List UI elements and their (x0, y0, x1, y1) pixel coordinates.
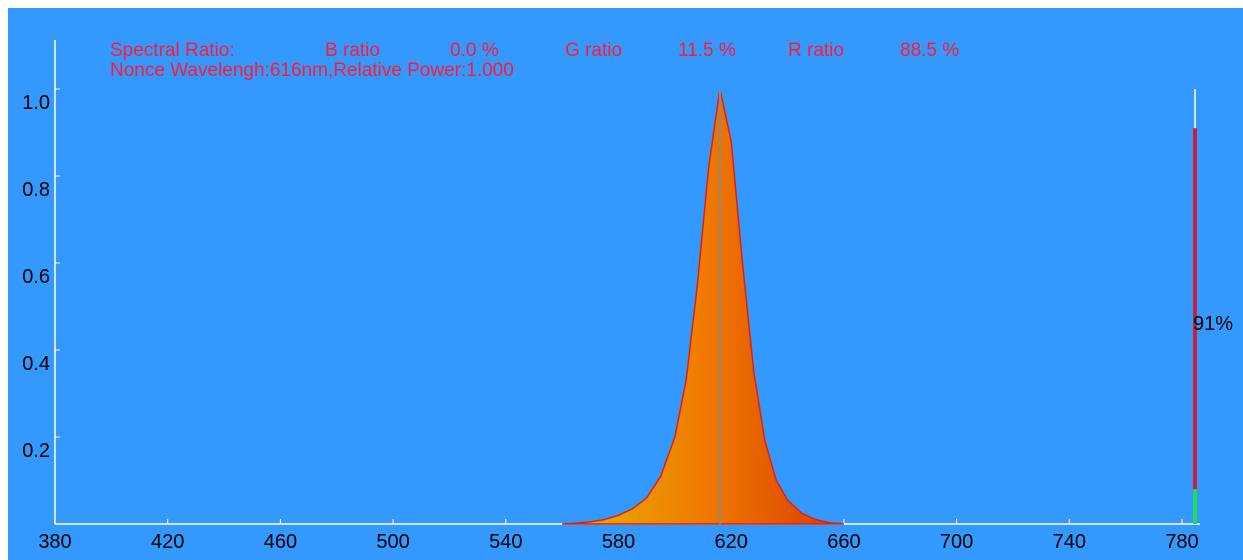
ratio-title: Spectral Ratio: (110, 40, 235, 61)
ratio-value: 88.5 % (900, 40, 959, 61)
x-tick-label: 420 (151, 531, 184, 553)
x-tick-label: 780 (1165, 531, 1198, 553)
x-tick-label: 580 (602, 531, 635, 553)
y-tick-label: 0.4 (22, 353, 50, 375)
gauge-label: 91% (1193, 313, 1233, 335)
ratio-name: R ratio (788, 40, 844, 61)
x-tick-label: 460 (264, 531, 297, 553)
ratio-value: 0.0 % (450, 40, 499, 61)
gauge-segment (1193, 128, 1197, 490)
x-tick-label: 540 (489, 531, 522, 553)
annotation: Nonce Wavelengh:616nm,Relative Power:1.0… (110, 60, 514, 81)
plot-background (8, 8, 1243, 560)
spectrum-area (562, 88, 844, 525)
x-tick-label: 380 (38, 531, 71, 553)
ratio-name: B ratio (325, 40, 380, 61)
y-tick-label: 0.2 (22, 440, 50, 462)
ratio-value: 11.5 % (678, 40, 736, 61)
y-tick-label: 0.6 (22, 266, 50, 288)
x-tick-label: 740 (1053, 531, 1086, 553)
x-tick-label: 660 (827, 531, 860, 553)
y-tick-label: 0.8 (22, 179, 50, 201)
x-tick-label: 500 (376, 531, 409, 553)
x-tick-label: 620 (715, 531, 748, 553)
gauge-segment (1193, 489, 1197, 524)
ratio-name: G ratio (565, 40, 622, 61)
y-tick-label: 1.0 (22, 92, 50, 114)
x-tick-label: 700 (940, 531, 973, 553)
